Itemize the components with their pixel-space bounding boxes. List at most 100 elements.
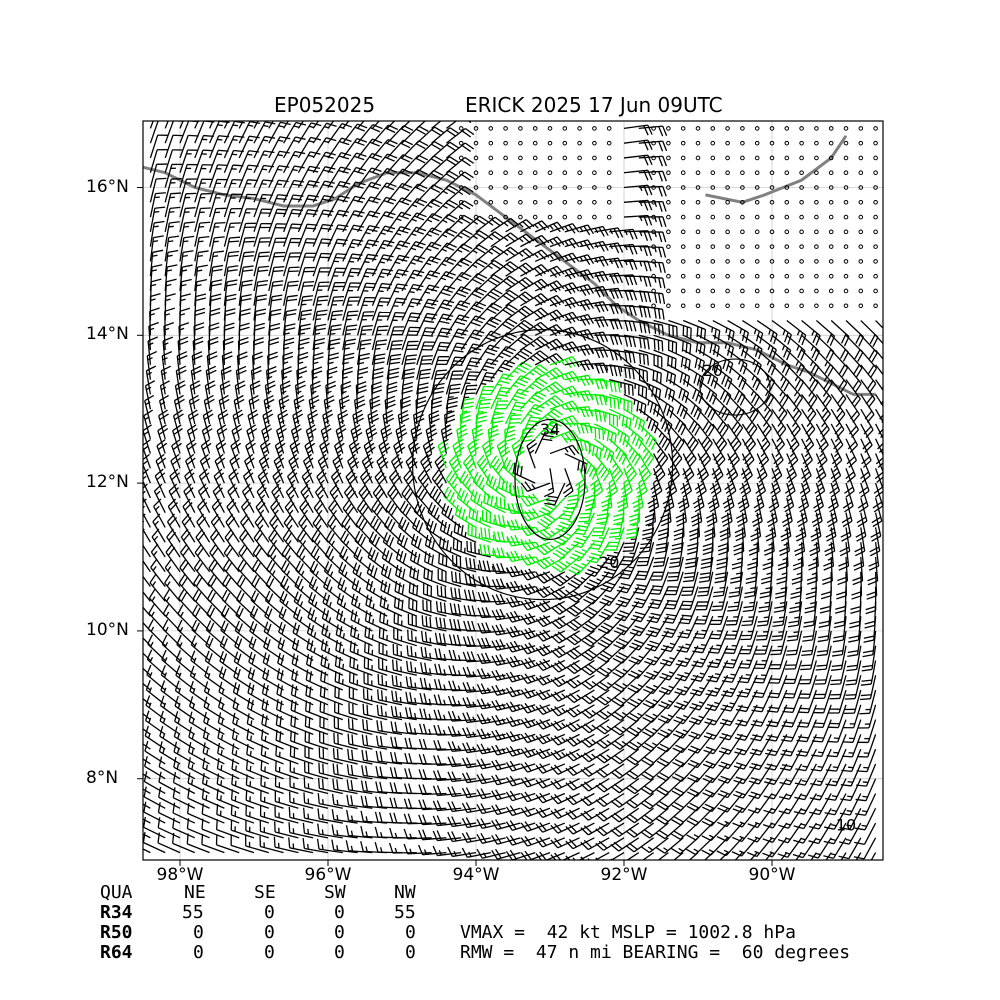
barb-half-feather bbox=[576, 708, 582, 714]
barb-feather bbox=[207, 589, 214, 600]
barb-feather bbox=[345, 840, 350, 851]
barb-staff bbox=[452, 807, 477, 813]
barb-staff bbox=[172, 842, 196, 854]
barb-feather bbox=[360, 780, 364, 791]
barb-feather bbox=[291, 653, 295, 664]
wind-barb bbox=[447, 786, 477, 798]
barb-feather bbox=[158, 756, 163, 767]
barb-feather bbox=[408, 737, 413, 749]
barb-feather bbox=[482, 560, 487, 571]
barb-feather bbox=[630, 684, 641, 691]
barb-feather bbox=[461, 817, 468, 828]
barb-feather bbox=[863, 635, 875, 639]
wind-barb bbox=[334, 701, 358, 721]
barb-staff bbox=[855, 852, 862, 860]
barb-half-feather bbox=[428, 713, 432, 720]
wind-barb bbox=[625, 807, 654, 824]
wind-barb bbox=[462, 712, 491, 724]
barb-feather bbox=[509, 775, 517, 786]
wind-barb bbox=[848, 616, 862, 643]
barb-half-feather bbox=[647, 846, 653, 851]
barb-feather bbox=[495, 594, 502, 605]
barb-feather bbox=[640, 831, 650, 839]
barb-feather bbox=[250, 699, 254, 711]
barb-staff bbox=[810, 852, 817, 860]
barb-feather bbox=[347, 718, 350, 729]
barb-feather bbox=[510, 519, 516, 530]
barb-feather bbox=[404, 707, 409, 718]
barb-feather bbox=[554, 793, 562, 803]
wind-barb bbox=[177, 589, 196, 617]
barb-half-feather bbox=[669, 642, 676, 646]
barb-feather bbox=[393, 767, 398, 778]
barb-feather bbox=[280, 560, 287, 570]
barb-feather bbox=[845, 694, 857, 696]
barb-feather bbox=[823, 855, 834, 859]
barb-feather bbox=[476, 653, 483, 664]
barb-half-feather bbox=[358, 571, 362, 578]
barb-half-feather bbox=[149, 656, 154, 663]
barb-feather bbox=[350, 795, 354, 806]
barb-feather bbox=[267, 608, 273, 619]
barb-half-feather bbox=[724, 865, 729, 867]
barb-feather bbox=[827, 740, 838, 743]
wind-barb bbox=[143, 773, 151, 780]
barb-feather bbox=[433, 507, 439, 518]
barb-feather bbox=[388, 552, 393, 563]
barb-feather bbox=[672, 747, 683, 754]
barb-feather bbox=[626, 715, 637, 722]
barb-feather bbox=[539, 807, 547, 817]
barb-feather bbox=[132, 665, 136, 675]
wind-barb bbox=[565, 719, 595, 733]
barb-feather bbox=[645, 699, 656, 706]
wind-barbs bbox=[132, 121, 883, 867]
barb-feather bbox=[418, 522, 424, 533]
barb-half-feather bbox=[453, 850, 457, 857]
barb-feather bbox=[704, 803, 715, 810]
barb-half-feather bbox=[700, 644, 707, 647]
barb-half-feather bbox=[428, 698, 432, 704]
barb-half-feather bbox=[205, 779, 208, 786]
barb-feather bbox=[862, 654, 873, 658]
barb-feather bbox=[454, 571, 458, 583]
barb-feather bbox=[539, 777, 547, 787]
barb-feather bbox=[615, 669, 625, 676]
barb-feather bbox=[350, 780, 354, 791]
barb-half-feather bbox=[151, 596, 156, 602]
wind-barb bbox=[193, 574, 211, 602]
barb-feather bbox=[187, 757, 191, 768]
wind-barb bbox=[158, 756, 181, 780]
wind-barb bbox=[224, 528, 240, 558]
barb-feather bbox=[833, 635, 844, 639]
barb-half-feather bbox=[576, 752, 581, 758]
barb-feather bbox=[690, 759, 701, 766]
barb-feather bbox=[389, 782, 394, 793]
barb-feather bbox=[732, 836, 743, 843]
wind-barb bbox=[347, 718, 373, 736]
barb-half-feather bbox=[299, 616, 303, 622]
barb-half-feather bbox=[414, 682, 417, 688]
wind-barb bbox=[476, 668, 506, 680]
barb-feather bbox=[509, 834, 517, 845]
barb-staff bbox=[143, 697, 151, 706]
barb-feather bbox=[834, 620, 845, 625]
barb-feather bbox=[365, 765, 369, 777]
barb-feather bbox=[355, 564, 361, 575]
barb-feather bbox=[630, 656, 642, 662]
wind-barb bbox=[580, 733, 610, 748]
barb-half-feather bbox=[176, 748, 180, 755]
barb-staff bbox=[703, 852, 714, 860]
barb-feather bbox=[495, 789, 502, 799]
wind-barb bbox=[865, 586, 877, 615]
barb-half-feather bbox=[365, 816, 368, 822]
wind-barb bbox=[151, 528, 166, 558]
barb-half-feather bbox=[328, 601, 332, 608]
barb-feather bbox=[378, 627, 381, 638]
wind-barb bbox=[362, 688, 388, 706]
barb-staff bbox=[173, 766, 196, 780]
barb-feather bbox=[480, 803, 487, 813]
barb-half-feather bbox=[846, 824, 852, 827]
barb-feather bbox=[346, 809, 350, 821]
wind-barb bbox=[595, 748, 625, 764]
barb-feather bbox=[795, 768, 806, 772]
